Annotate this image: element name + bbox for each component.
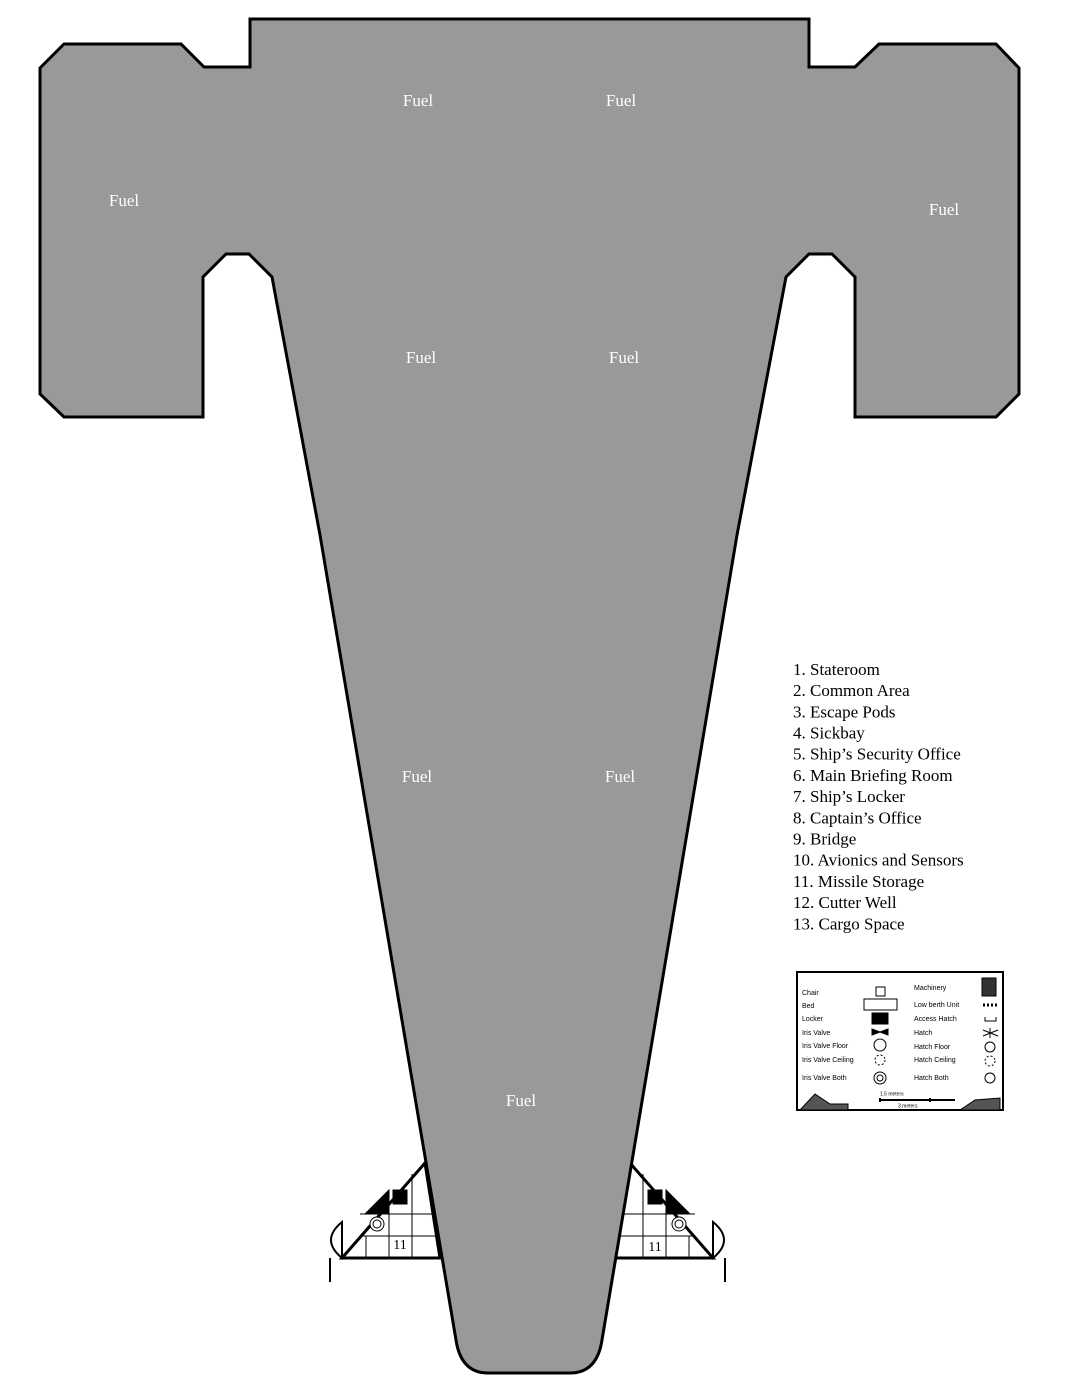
- room-key-item: 12. Cutter Well: [793, 893, 897, 912]
- room-key-item: 10. Avionics and Sensors: [793, 851, 964, 870]
- room-key-item: 11. Missile Storage: [793, 872, 924, 891]
- room-key-item: 9. Bridge: [793, 830, 856, 849]
- symbol-key-label: Locker: [802, 1016, 824, 1023]
- symbol-key-label: Hatch Ceiling: [914, 1057, 956, 1064]
- room-key-item: 3. Escape Pods: [793, 702, 895, 721]
- symbol-key-label: Access Hatch: [914, 1016, 957, 1023]
- fuel-label: Fuel: [406, 348, 437, 367]
- symbol-key-label: Hatch Both: [914, 1075, 949, 1082]
- room-key-item: 5. Ship’s Security Office: [793, 745, 961, 764]
- room-key-item: 4. Sickbay: [793, 724, 865, 743]
- fuel-label: Fuel: [605, 767, 636, 786]
- room-key-item: 7. Ship’s Locker: [793, 787, 905, 806]
- scale-label: 1.5 meters: [880, 1091, 904, 1097]
- symbol-key-title: Machinery: [914, 985, 947, 992]
- symbol-key-label: Hatch: [914, 1030, 932, 1037]
- fuel-label: Fuel: [402, 767, 433, 786]
- key-symbols: [798, 977, 1001, 1111]
- hull: [38, 17, 1021, 1375]
- room-key-item: 13. Cargo Space: [793, 914, 905, 933]
- room-key-item: 1. Stateroom: [793, 660, 880, 679]
- symbol-key-label: Iris Valve Both: [802, 1075, 847, 1082]
- fuel-label: Fuel: [109, 191, 140, 210]
- symbol-key-label: Iris Valve Ceiling: [802, 1057, 854, 1064]
- symbol-key-label: Low berth Unit: [914, 1002, 959, 1009]
- symbol-key-box: [796, 971, 1004, 1111]
- symbol-key-label: Iris Valve: [802, 1030, 830, 1037]
- fuel-label: Fuel: [506, 1091, 537, 1110]
- scale-label: 3 meters: [898, 1103, 918, 1109]
- symbol-key-label: Iris Valve Floor: [802, 1043, 849, 1050]
- room-key-item: 2. Common Area: [793, 681, 910, 700]
- bay-label: 11: [393, 1238, 406, 1253]
- symbol-key-label: Hatch Floor: [914, 1044, 951, 1051]
- fuel-label: Fuel: [403, 91, 434, 110]
- room-key-item: 6. Main Briefing Room: [793, 766, 953, 785]
- symbol-key-label: Bed: [802, 1003, 815, 1010]
- fuel-label: Fuel: [609, 348, 640, 367]
- fuel-label: Fuel: [606, 91, 637, 110]
- room-key-item: 8. Captain’s Office: [793, 808, 922, 827]
- missile-bay-left: [329, 1159, 442, 1282]
- bay-label: 11: [648, 1240, 661, 1255]
- missile-bay-right: [613, 1159, 726, 1282]
- symbol-key-label: Chair: [802, 990, 819, 997]
- fuel-label: Fuel: [929, 200, 960, 219]
